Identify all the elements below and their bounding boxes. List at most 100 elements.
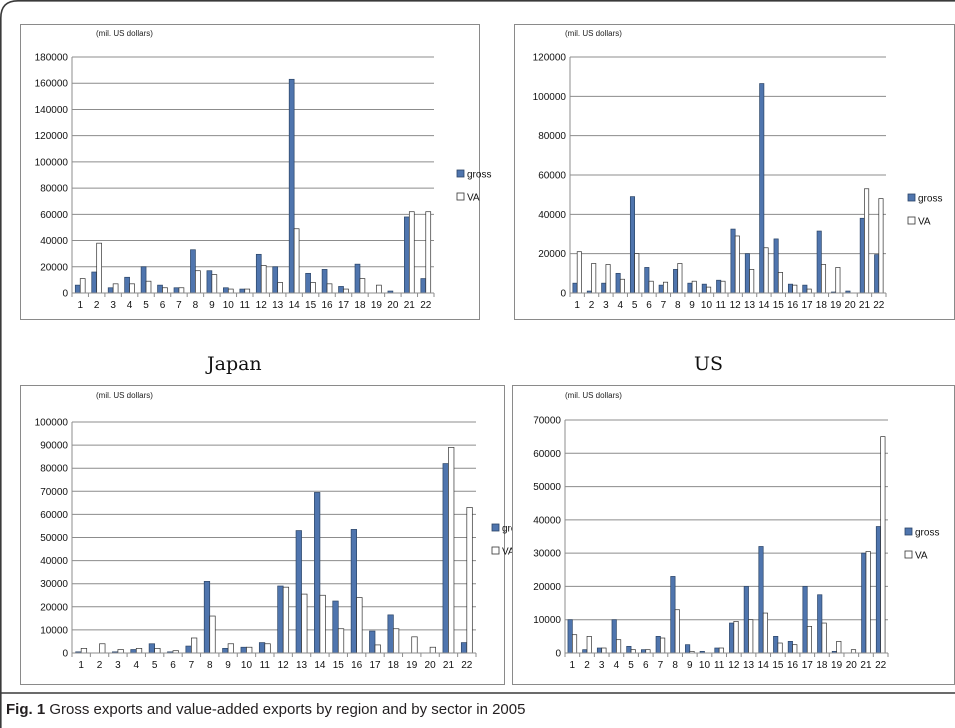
x-tick-label: 15 xyxy=(333,660,345,671)
figure-caption: Fig. 1 Gross exports and value-added exp… xyxy=(6,701,525,718)
x-tick-label: 11 xyxy=(714,660,725,671)
bar-va-12 xyxy=(734,235,740,294)
bar-gross-7 xyxy=(655,636,661,654)
x-tick-label: 6 xyxy=(646,300,652,311)
x-tick-label: 7 xyxy=(661,300,667,311)
bar-gross-8 xyxy=(203,581,211,654)
bar-gross-11 xyxy=(258,642,266,654)
x-tick-label: 4 xyxy=(127,300,133,311)
x-tick-label: 14 xyxy=(289,300,301,311)
bar-gross-13 xyxy=(295,530,302,654)
x-tick-label: 5 xyxy=(628,660,634,671)
legend-swatch-gross xyxy=(456,169,465,178)
x-tick-label: 15 xyxy=(305,300,317,311)
bar-gross-4 xyxy=(615,272,621,294)
legend-label-va: VA xyxy=(918,217,931,228)
x-tick-label: 15 xyxy=(773,300,785,311)
bar-gross-22 xyxy=(460,642,468,654)
y-tick-label: 40000 xyxy=(40,236,68,247)
bar-gross-22 xyxy=(875,526,882,654)
x-tick-label: 16 xyxy=(351,660,363,671)
chart-panel-2: (mil. US dollars) 0 20000 40000 60000 80000 10… xyxy=(514,24,955,320)
region-label-us: US xyxy=(694,353,724,375)
y-tick-label: 50000 xyxy=(40,533,68,544)
y-tick-label: 140000 xyxy=(35,105,69,116)
bar-va-21 xyxy=(408,211,415,294)
x-tick-label: 22 xyxy=(420,300,432,311)
x-tick-label: 2 xyxy=(94,300,100,311)
y-tick-label: 10000 xyxy=(533,615,561,626)
x-tick-label: 21 xyxy=(860,660,872,671)
bar-gross-16 xyxy=(350,529,357,654)
bar-gross-8 xyxy=(673,269,679,294)
bar-gross-13 xyxy=(272,266,279,294)
bar-va-18 xyxy=(359,278,366,294)
y-tick-label: 20000 xyxy=(40,602,68,613)
bar-gross-16 xyxy=(787,283,793,294)
bar-gross-6 xyxy=(644,267,650,294)
y-tick-label: 0 xyxy=(62,649,68,660)
x-tick-label: 1 xyxy=(78,660,84,671)
legend-label-va: VA xyxy=(915,551,928,562)
x-tick-label: 8 xyxy=(193,300,199,311)
y-tick-label: 100000 xyxy=(35,157,69,168)
y-tick-label: 80000 xyxy=(538,131,566,142)
y-tick-label: 160000 xyxy=(35,79,69,90)
bar-gross-8 xyxy=(190,249,196,294)
chart-panel-3: (mil. US dollars) 0 10000 20000 30000 40000 50… xyxy=(20,385,526,685)
bar-gross-18 xyxy=(354,263,361,294)
bar-gross-1 xyxy=(74,284,81,294)
bar-va-21 xyxy=(864,188,870,294)
x-tick-label: 19 xyxy=(831,660,843,671)
bar-va-11 xyxy=(718,647,724,654)
bar-gross-9 xyxy=(206,270,213,294)
bar-va-14 xyxy=(293,228,300,294)
bar-gross-10 xyxy=(240,646,247,654)
bar-gross-17 xyxy=(802,284,808,294)
bar-gross-5 xyxy=(629,196,635,294)
bar-va-15 xyxy=(777,272,783,294)
bar-gross-14 xyxy=(314,492,321,654)
y-tick-label: 10000 xyxy=(40,625,68,636)
bar-gross-21 xyxy=(404,216,410,294)
bar-gross-13 xyxy=(743,586,749,654)
x-tick-label: 19 xyxy=(406,660,418,671)
bar-gross-15 xyxy=(773,636,779,654)
x-tick-label: 4 xyxy=(614,660,620,671)
bar-gross-13 xyxy=(744,253,750,294)
bar-va-11 xyxy=(264,643,271,654)
unit-label: (mil. US dollars) xyxy=(96,391,153,400)
x-tick-label: 5 xyxy=(143,300,149,311)
bar-va-2 xyxy=(96,242,102,294)
region-label-japan: Japan xyxy=(207,353,262,375)
x-tick-label: 3 xyxy=(115,660,121,671)
bar-va-7 xyxy=(191,637,198,654)
y-tick-label: 20000 xyxy=(538,249,566,260)
bar-gross-17 xyxy=(802,586,808,654)
bar-gross-15 xyxy=(332,600,339,654)
bar-va-10 xyxy=(706,286,712,294)
x-tick-label: 17 xyxy=(338,300,350,311)
y-tick-label: 80000 xyxy=(40,464,68,475)
x-tick-label: 9 xyxy=(209,300,215,311)
caption-text: Gross exports and value-added exports by… xyxy=(49,701,526,718)
bar-gross-10 xyxy=(223,287,229,294)
bar-va-19 xyxy=(376,284,382,294)
bar-va-7 xyxy=(178,287,185,294)
bar-gross-7 xyxy=(185,645,192,654)
bar-gross-21 xyxy=(861,552,867,654)
x-tick-label: 10 xyxy=(223,300,235,311)
x-tick-label: 3 xyxy=(603,300,609,311)
bar-va-6 xyxy=(648,280,654,294)
x-tick-label: 5 xyxy=(632,300,638,311)
bar-gross-15 xyxy=(773,238,779,294)
x-tick-label: 17 xyxy=(802,660,814,671)
x-tick-label: 22 xyxy=(875,660,887,671)
x-tick-label: 14 xyxy=(758,300,770,311)
bar-gross-16 xyxy=(321,269,328,294)
x-tick-label: 18 xyxy=(816,300,828,311)
bar-va-19 xyxy=(836,640,842,654)
x-tick-label: 9 xyxy=(687,660,693,671)
x-tick-label: 20 xyxy=(425,660,437,671)
bar-va-18 xyxy=(393,628,400,654)
